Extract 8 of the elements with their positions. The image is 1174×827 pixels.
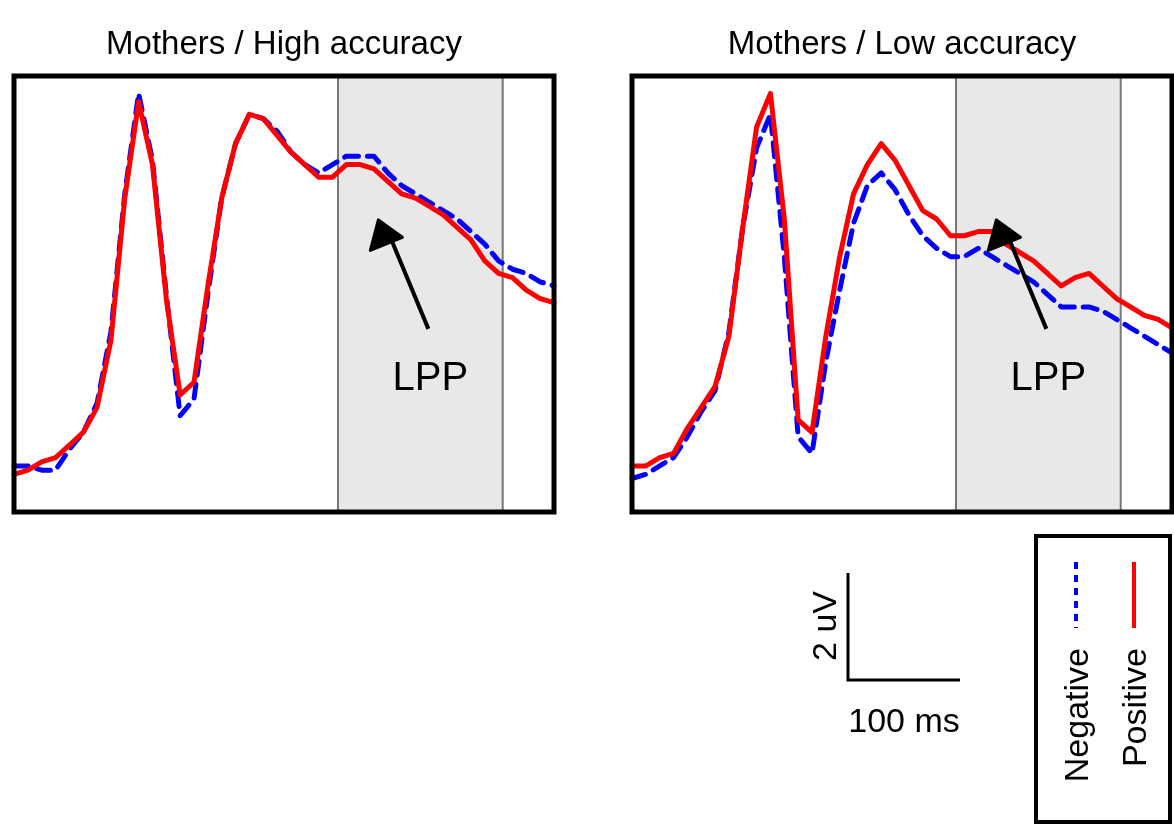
chart-title: Mothers / High accuracy (106, 24, 463, 61)
annotation: LPP (1010, 353, 1087, 398)
text: 2 uV (805, 590, 843, 661)
annotation: LPP (392, 353, 469, 398)
legend-label: Negative (1057, 648, 1095, 783)
chart-title: Mothers / Low accuracy (727, 24, 1077, 61)
text: 100 ms (848, 701, 960, 739)
legend-label: Positive (1115, 648, 1153, 768)
